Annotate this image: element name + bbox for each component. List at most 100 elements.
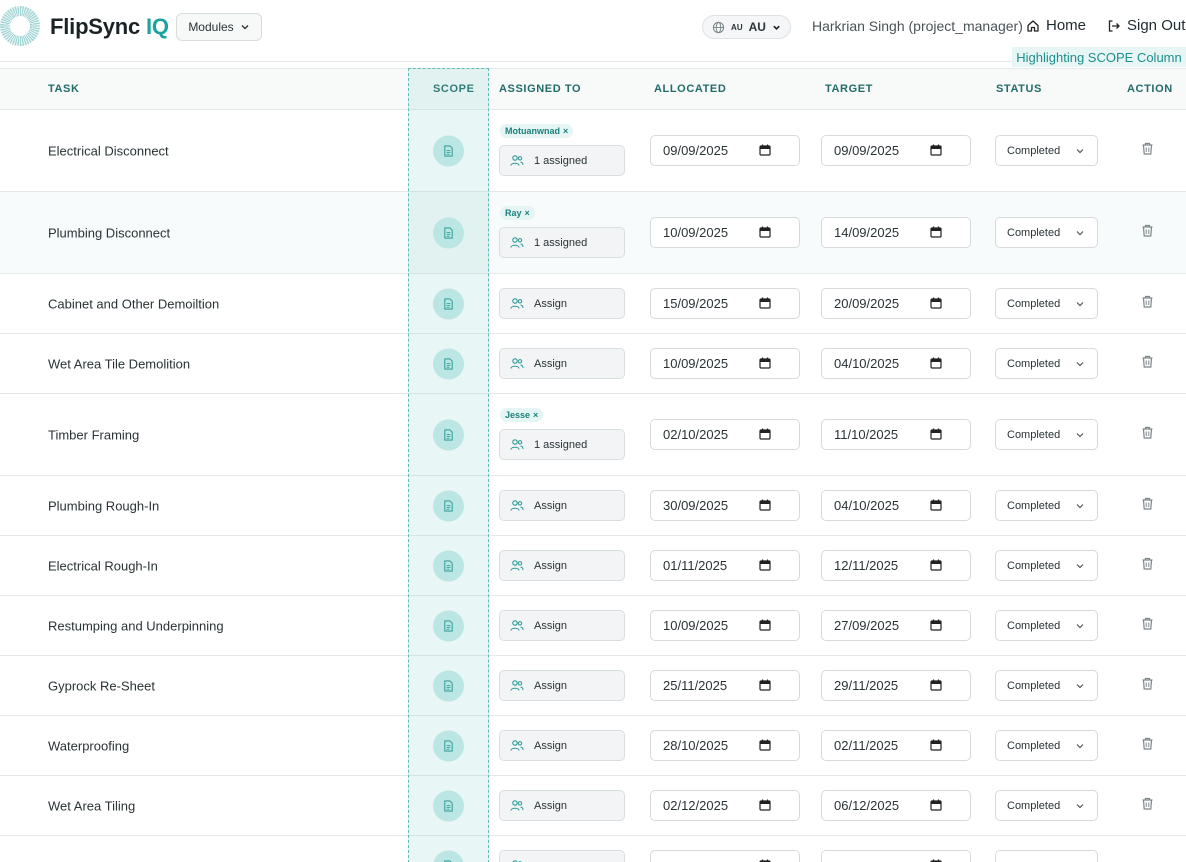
column-header-target[interactable]: TARGET [825,83,874,95]
target-date-input[interactable]: 02/11/2025 [821,730,971,761]
scope-button[interactable] [433,490,464,522]
target-date-input[interactable]: 06/12/2025 [821,790,971,821]
scope-button[interactable] [433,288,464,320]
calendar-icon[interactable] [930,357,942,369]
trash-icon[interactable] [1141,797,1154,811]
remove-assignee-icon[interactable]: × [533,410,539,420]
assign-button[interactable]: 1 assigned [499,145,625,176]
calendar-icon[interactable] [759,499,771,511]
delete-task-button[interactable] [1141,557,1154,576]
scope-button[interactable] [433,348,464,380]
calendar-icon[interactable] [759,619,771,631]
assign-button[interactable]: Assign [499,348,625,379]
status-select[interactable]: Completed [995,550,1098,581]
calendar-icon[interactable] [759,799,771,811]
target-date-input[interactable] [821,850,971,862]
scope-button[interactable] [433,135,464,167]
status-select[interactable]: Completed [995,217,1098,248]
allocated-date-input[interactable]: 01/11/2025 [650,550,800,581]
delete-task-button[interactable] [1141,797,1154,816]
calendar-icon[interactable] [759,559,771,571]
delete-task-button[interactable] [1141,617,1154,636]
calendar-icon[interactable] [930,226,942,238]
scope-button[interactable] [433,850,464,862]
trash-icon[interactable] [1141,295,1154,309]
trash-icon[interactable] [1141,617,1154,631]
target-date-input[interactable]: 04/10/2025 [821,490,971,521]
calendar-icon[interactable] [930,799,942,811]
target-date-input[interactable]: 29/11/2025 [821,670,971,701]
flipsync-logo[interactable] [0,6,40,46]
assign-button[interactable]: Assign [499,790,625,821]
trash-icon[interactable] [1141,737,1154,751]
column-header-status[interactable]: STATUS [996,83,1042,95]
assign-button[interactable]: Assign [499,288,625,319]
calendar-icon[interactable] [759,297,771,309]
calendar-icon[interactable] [930,559,942,571]
delete-task-button[interactable] [1141,295,1154,314]
allocated-date-input[interactable]: 09/09/2025 [650,135,800,166]
calendar-icon[interactable] [930,499,942,511]
delete-task-button[interactable] [1141,497,1154,516]
assign-button[interactable]: Assign [499,730,625,761]
column-header-scope[interactable]: SCOPE [433,83,475,95]
status-select[interactable]: Completed [995,670,1098,701]
allocated-date-input[interactable]: 15/09/2025 [650,288,800,319]
sign-out-link[interactable]: Sign Out [1107,17,1185,34]
calendar-icon[interactable] [930,619,942,631]
delete-task-button[interactable] [1141,737,1154,756]
scope-button[interactable] [433,730,464,762]
trash-icon[interactable] [1141,426,1154,440]
calendar-icon[interactable] [930,428,942,440]
target-date-input[interactable]: 04/10/2025 [821,348,971,379]
column-header-task[interactable]: TASK [48,83,80,95]
allocated-date-input[interactable]: 02/10/2025 [650,419,800,450]
allocated-date-input[interactable]: 02/12/2025 [650,790,800,821]
locale-selector[interactable]: AU AU [702,15,791,39]
allocated-date-input[interactable]: 10/09/2025 [650,348,800,379]
allocated-date-input[interactable]: 28/10/2025 [650,730,800,761]
delete-task-button[interactable] [1141,224,1154,243]
scope-button[interactable] [433,670,464,702]
assign-button[interactable]: Assign [499,490,625,521]
modules-dropdown[interactable]: Modules [176,13,262,41]
status-select[interactable]: Completed [995,730,1098,761]
status-select[interactable]: Completed [995,419,1098,450]
column-header-allocated[interactable]: ALLOCATED [654,83,727,95]
allocated-date-input[interactable]: 25/11/2025 [650,670,800,701]
assign-button[interactable] [499,850,625,862]
scope-button[interactable] [433,610,464,642]
target-date-input[interactable]: 09/09/2025 [821,135,971,166]
allocated-date-input[interactable]: 10/09/2025 [650,610,800,641]
calendar-icon[interactable] [930,144,942,156]
delete-task-button[interactable] [1141,677,1154,696]
assign-button[interactable]: Assign [499,550,625,581]
target-date-input[interactable]: 27/09/2025 [821,610,971,641]
scope-button[interactable] [433,419,464,451]
allocated-date-input[interactable]: 30/09/2025 [650,490,800,521]
status-select[interactable]: Completed [995,288,1098,319]
status-select[interactable]: Completed [995,348,1098,379]
calendar-icon[interactable] [930,679,942,691]
remove-assignee-icon[interactable]: × [524,208,530,218]
home-link[interactable]: Home [1026,17,1086,34]
calendar-icon[interactable] [930,297,942,309]
trash-icon[interactable] [1141,142,1154,156]
column-header-assigned-to[interactable]: ASSIGNED TO [499,83,582,95]
trash-icon[interactable] [1141,677,1154,691]
trash-icon[interactable] [1141,497,1154,511]
assign-button[interactable]: 1 assigned [499,429,625,460]
calendar-icon[interactable] [759,428,771,440]
assign-button[interactable]: Assign [499,610,625,641]
scope-button[interactable] [433,550,464,582]
calendar-icon[interactable] [759,357,771,369]
status-select[interactable]: Completed [995,135,1098,166]
trash-icon[interactable] [1141,557,1154,571]
status-select[interactable] [995,850,1098,862]
trash-icon[interactable] [1141,224,1154,238]
calendar-icon[interactable] [759,679,771,691]
remove-assignee-icon[interactable]: × [563,126,569,136]
calendar-icon[interactable] [930,739,942,751]
calendar-icon[interactable] [759,226,771,238]
scope-button[interactable] [433,217,464,249]
